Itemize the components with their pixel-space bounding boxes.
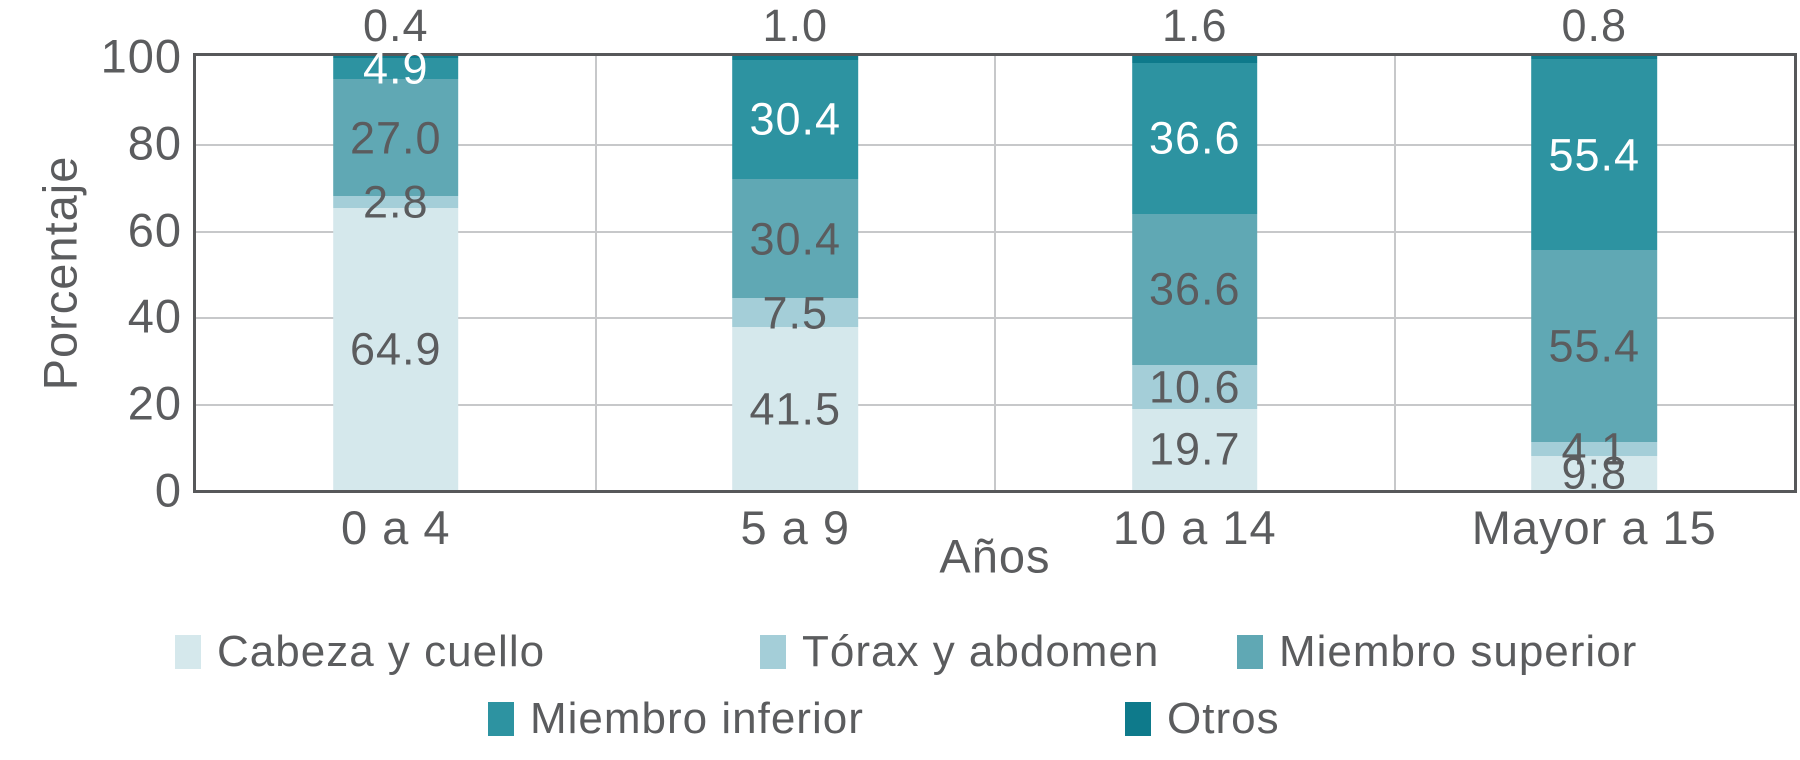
bar-segment-torax-y-abdomen	[732, 298, 859, 328]
bar-value-label-miembro-superior: 27.0	[349, 112, 442, 164]
y-tick-label-60: 60	[127, 203, 182, 257]
legend-label-miembro-inferior: Miembro inferior	[530, 694, 864, 743]
legend-swatch-otros	[1125, 702, 1151, 736]
legend-label-torax-y-abdomen: Tórax y abdomen	[802, 627, 1160, 676]
bar-segment-miembro-inferior	[1131, 62, 1258, 214]
bar-segment-torax-y-abdomen	[1531, 441, 1658, 457]
legend-label-cabeza-y-cuello: Cabeza y cuello	[217, 627, 546, 676]
y-tick-label-20: 20	[127, 376, 182, 430]
x-tick-label-10-a-14: 10 a 14	[1112, 501, 1277, 554]
bar-segment-miembro-superior	[732, 179, 859, 299]
bar-value-label-torax-y-abdomen: 2.8	[362, 176, 429, 228]
bar-segment-torax-y-abdomen	[1131, 364, 1258, 409]
bar-value-label-cabeza-y-cuello: 64.9	[349, 323, 442, 375]
bar-value-label-miembro-inferior: 30.4	[749, 93, 842, 145]
bar-segment-otros	[732, 56, 859, 60]
bar-group-10-a-14: 19.7 10.6 36.6 36.6 1.6	[1131, 3, 1258, 490]
bar-value-label-miembro-inferior: 4.9	[362, 42, 429, 94]
bar-segment-miembro-superior	[332, 79, 459, 197]
bar-segment-otros	[332, 56, 459, 58]
y-tick-label-40: 40	[127, 289, 182, 343]
legend-item-otros: Otros	[1125, 697, 1280, 741]
bar-segment-miembro-superior	[1531, 250, 1658, 442]
bar-segment-miembro-inferior	[1531, 58, 1658, 251]
gridline-v-1	[594, 56, 597, 490]
bar-value-label-miembro-inferior: 36.6	[1148, 112, 1241, 164]
bar-value-label-miembro-superior: 55.4	[1548, 320, 1641, 372]
legend-swatch-miembro-superior	[1237, 635, 1263, 669]
y-tick-label-100: 100	[100, 29, 182, 83]
plot-area: 64.9 2.8 27.0 4.9 0.4 41.5 7.5 30.4 30.4 1.0 19.7 1…	[34, 3, 1797, 583]
bar-group-0-a-4: 64.9 2.8 27.0 4.9 0.4	[332, 3, 459, 490]
bar-value-label-above-otros: 1.6	[1161, 0, 1228, 51]
gridline-v-2	[994, 56, 996, 490]
legend-item-cabeza-y-cuello: Cabeza y cuello	[175, 630, 545, 674]
plot-inner: 64.9 2.8 27.0 4.9 0.4 41.5 7.5 30.4 30.4 1.0 19.7 1…	[196, 3, 1794, 496]
bar-segment-miembro-inferior	[732, 59, 859, 179]
bar-group-mayor-a-15: 9.8 4.1 55.4 55.4 0.8	[1531, 3, 1658, 496]
bar-value-label-torax-y-abdomen: 4.1	[1561, 423, 1628, 475]
legend-label-otros: Otros	[1167, 694, 1280, 743]
x-tick-label-5-a-9: 5 a 9	[740, 501, 851, 554]
bar-value-label-above-otros: 0.8	[1561, 0, 1628, 51]
bar-value-label-above-otros: 0.4	[362, 0, 429, 51]
bar-value-label-miembro-superior: 36.6	[1148, 263, 1241, 315]
bar-value-label-cabeza-y-cuello: 41.5	[749, 383, 842, 435]
legend-item-miembro-inferior: Miembro inferior	[488, 697, 864, 741]
bar-segment-cabeza-y-cuello	[1531, 456, 1658, 490]
bar-group-5-a-9: 41.5 7.5 30.4 30.4 1.0	[732, 3, 859, 490]
x-axis-title: Años	[939, 529, 1051, 583]
x-tick-label-mayor-a-15: Mayor a 15	[1471, 501, 1717, 554]
y-tick-label-0: 0	[154, 463, 182, 517]
bar-value-label-torax-y-abdomen: 7.5	[762, 287, 829, 339]
y-tick-label-80: 80	[127, 116, 182, 170]
bar-segment-cabeza-y-cuello	[332, 208, 459, 490]
bar-segment-cabeza-y-cuello	[1131, 408, 1258, 490]
bar-segment-otros	[1531, 56, 1658, 59]
legend-item-miembro-superior: Miembro superior	[1237, 630, 1637, 674]
bar-segment-cabeza-y-cuello	[732, 327, 859, 490]
bar-segment-miembro-inferior	[332, 57, 459, 80]
bar-value-label-above-otros: 1.0	[762, 0, 829, 51]
legend-swatch-miembro-inferior	[488, 702, 514, 736]
bar-segment-otros	[1131, 56, 1258, 63]
bar-value-label-miembro-inferior: 55.4	[1548, 129, 1641, 181]
bar-value-label-cabeza-y-cuello: 19.7	[1148, 423, 1241, 475]
bar-value-label-miembro-superior: 30.4	[749, 213, 842, 265]
bar-segment-torax-y-abdomen	[332, 196, 459, 209]
gridline-v-3	[1393, 56, 1396, 490]
bar-value-label-cabeza-y-cuello: 9.8	[1561, 447, 1628, 499]
legend-item-torax-y-abdomen: Tórax y abdomen	[760, 630, 1159, 674]
legend-swatch-cabeza-y-cuello	[175, 635, 201, 669]
x-tick-label-0-a-4: 0 a 4	[340, 501, 451, 554]
legend-swatch-torax-y-abdomen	[760, 635, 786, 669]
bar-value-label-torax-y-abdomen: 10.6	[1148, 361, 1241, 413]
y-axis-title: Porcentaje	[33, 155, 87, 391]
bar-segment-miembro-superior	[1131, 213, 1258, 365]
legend-label-miembro-superior: Miembro superior	[1279, 627, 1638, 676]
